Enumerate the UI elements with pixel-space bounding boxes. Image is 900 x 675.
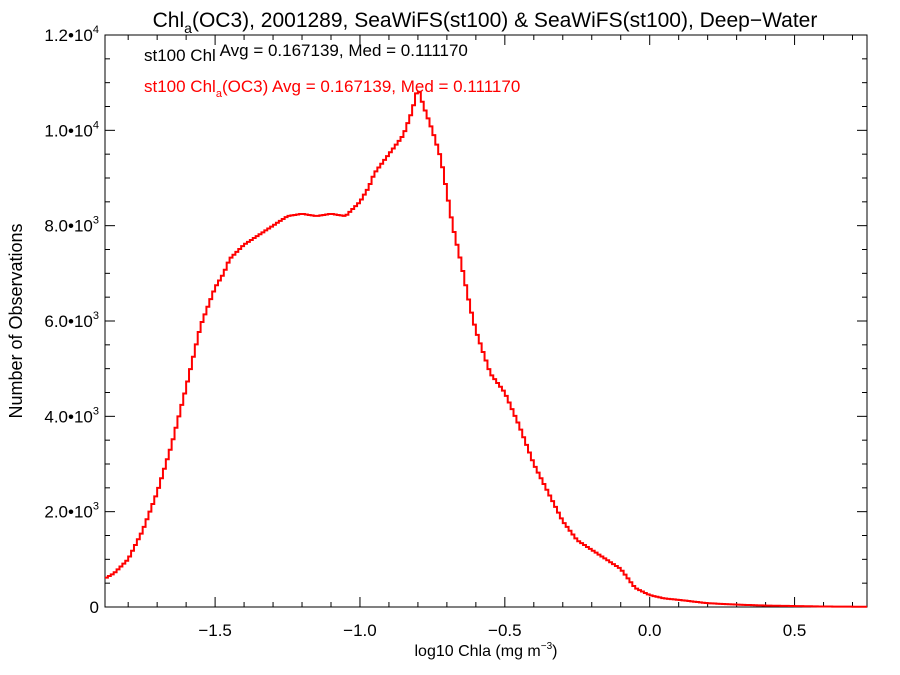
annotation-stats-red: st100 Chla(OC3) Avg = 0.167139, Med = 0.…: [144, 77, 520, 100]
y-tick-label: 8.0•103: [44, 215, 99, 236]
series-layer: [105, 91, 867, 608]
x-axis-label: log10 Chla (mg m−3): [414, 641, 557, 660]
histogram-series-line: [105, 91, 867, 608]
x-tick-label: −0.5: [488, 621, 522, 640]
y-axis-label: Number of Observations: [6, 223, 26, 418]
y-tick-label: 1.2•104: [44, 24, 99, 45]
x-axis-ticks: −1.5 −1.0 −0.5 0.0 0.5: [127, 35, 854, 640]
y-tick-label: 4.0•103: [44, 405, 99, 426]
y-axis-ticks: 0 2.0•103 4.0•103 6.0•103 8.0•103 1.0•104 1.2•…: [44, 24, 867, 617]
x-tick-label: −1.5: [198, 621, 232, 640]
y-tick-label: 2.0•103: [44, 501, 99, 522]
x-tick-label: 0.5: [783, 621, 807, 640]
x-tick-label: −1.0: [343, 621, 377, 640]
y-tick-label: 1.0•104: [44, 119, 99, 140]
x-tick-label: 0.0: [638, 621, 662, 640]
y-tick-label: 0: [90, 598, 99, 617]
y-tick-label: 6.0•103: [44, 310, 99, 331]
annotation-stats-black: st100 Chl Avg = 0.167139, Med = 0.111170: [144, 41, 468, 65]
plot-area-frame: [104, 34, 868, 608]
chart-title: Chla(OC3), 2001289, SeaWiFS(st100) & Sea…: [153, 9, 818, 36]
